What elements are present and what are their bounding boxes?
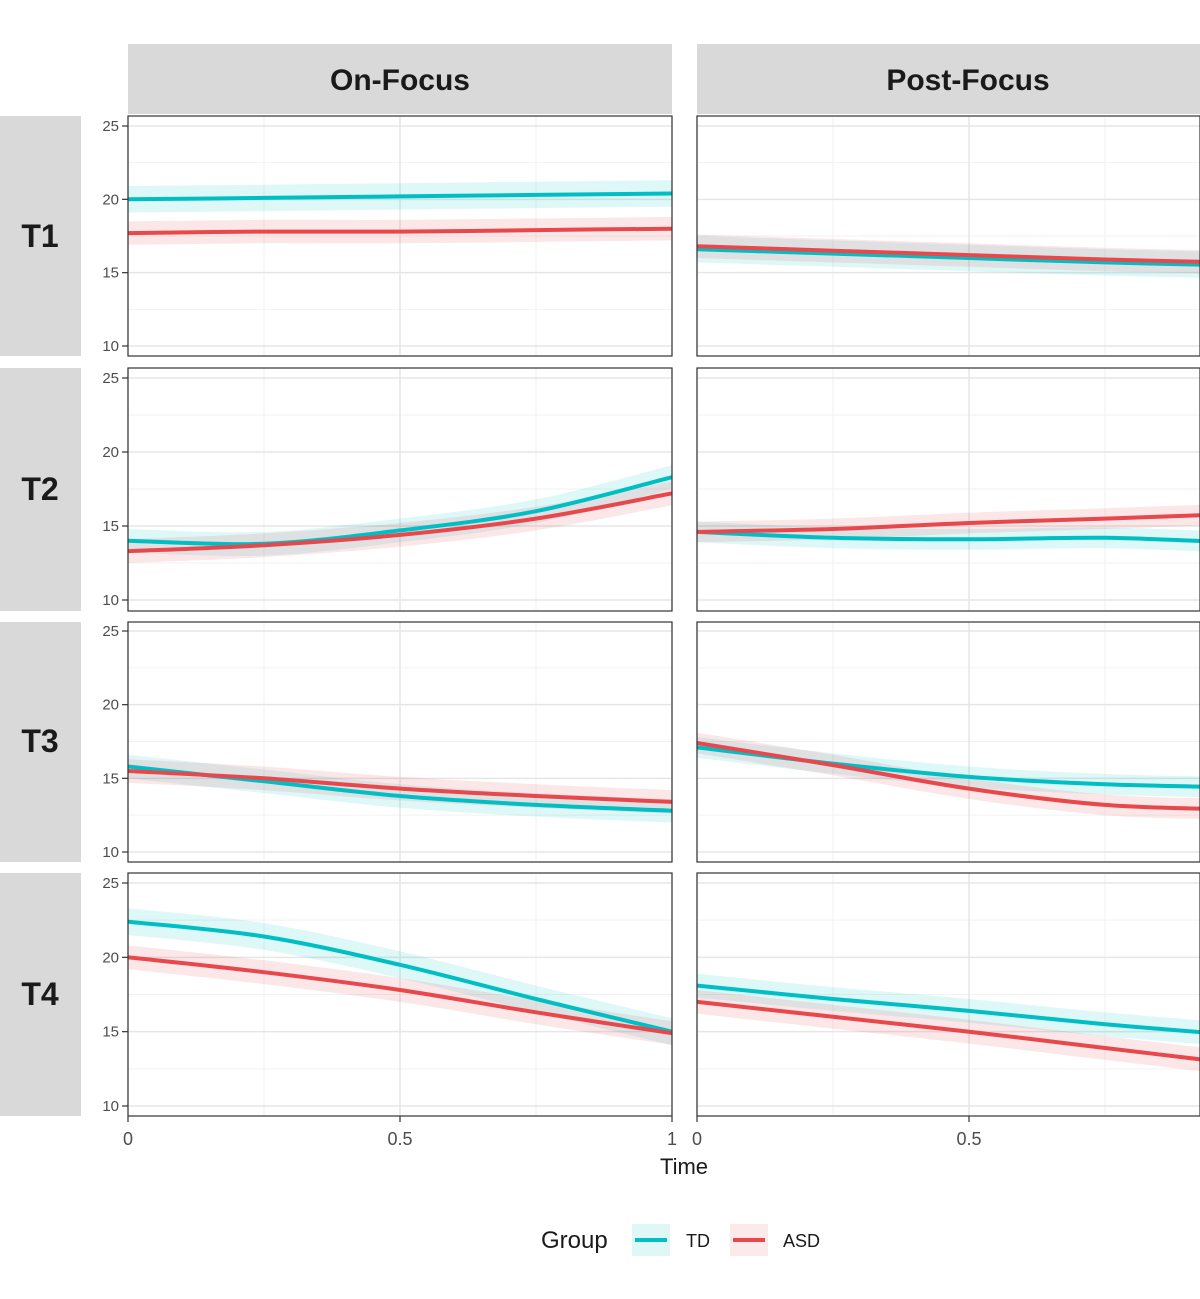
series-line-td — [697, 983, 1200, 1035]
legend-label-td: TD — [686, 1231, 710, 1251]
legend-item-td: TD — [632, 1224, 710, 1256]
panel-post-focus-t3 — [696, 621, 1200, 863]
series-line-asd — [128, 769, 672, 804]
panel-post-focus-t2 — [696, 367, 1200, 612]
legend-label-asd: ASD — [783, 1231, 820, 1251]
x-axis-title: Time — [660, 1154, 708, 1179]
y-tick-label: 15 — [102, 518, 119, 535]
x-tick-label: 1 — [667, 1129, 677, 1149]
series-line-asd — [697, 513, 1200, 534]
panel-post-focus-t4 — [696, 872, 1200, 1122]
confidence-band-asd — [128, 759, 672, 814]
row-strip-label: T1 — [21, 218, 58, 254]
series-line-asd — [697, 999, 1200, 1062]
panel-data — [128, 754, 672, 823]
y-tick-label: 20 — [102, 444, 119, 461]
panel-data — [697, 504, 1200, 552]
series-line-td — [128, 475, 672, 547]
panel-data — [128, 180, 672, 245]
panel-on-focus-t3: 10 15 20 25 — [102, 621, 673, 863]
row-strip-label: T4 — [21, 976, 59, 1012]
col-strip-label: On-Focus — [330, 64, 470, 97]
y-tick-label: 15 — [102, 265, 119, 282]
series-line-asd — [128, 226, 672, 236]
panels-layer: 10 15 20 25 10 15 20 25 10 15 20 25 10 15 20 25 — [102, 115, 1200, 1122]
y-tick-label: 25 — [102, 118, 119, 135]
series-line-asd — [697, 741, 1200, 811]
row-strip-t2: T2 — [0, 368, 81, 611]
y-tick-label: 20 — [102, 191, 119, 208]
x-axis-ticks: 0 0.5 1 0 0.5 — [123, 1129, 982, 1149]
y-tick-label: 10 — [102, 592, 119, 609]
x-tick-label: 0.5 — [387, 1129, 412, 1149]
y-tick-label: 15 — [102, 770, 119, 787]
legend-item-asd: ASD — [730, 1224, 820, 1256]
series-line-asd — [697, 244, 1200, 264]
panel-border — [127, 115, 673, 357]
x-tick-label: 0.5 — [956, 1129, 981, 1149]
panel-on-focus-t4: 10 15 20 25 — [102, 872, 673, 1122]
panel-data — [697, 973, 1200, 1072]
col-strip-post-focus: Post-Focus — [697, 44, 1200, 114]
panel-on-focus-t2: 10 15 20 25 — [102, 367, 673, 612]
series-line-td — [697, 529, 1200, 543]
confidence-band-td — [128, 465, 672, 557]
series-line-td — [128, 919, 672, 1034]
x-tick-label: 0 — [692, 1129, 702, 1149]
panel-border — [696, 367, 1200, 612]
col-strip-on-focus: On-Focus — [128, 44, 672, 114]
y-tick-label: 20 — [102, 949, 119, 966]
panel-post-focus-t1 — [696, 115, 1200, 357]
legend: Group TD ASD — [541, 1224, 820, 1256]
panel-border — [696, 621, 1200, 863]
panel-data — [128, 908, 672, 1045]
row-strip-label: T2 — [21, 471, 58, 507]
row-strip-t3: T3 — [0, 622, 81, 862]
panel-data — [128, 465, 672, 563]
y-tick-label: 10 — [102, 844, 119, 861]
y-tick-label: 25 — [102, 370, 119, 387]
y-tick-label: 10 — [102, 1098, 119, 1115]
row-strip-label: T3 — [21, 723, 58, 759]
panel-data — [697, 234, 1200, 278]
series-line-asd — [128, 491, 672, 554]
series-line-td — [697, 247, 1200, 267]
panel-border — [127, 367, 673, 612]
y-tick-label: 25 — [102, 623, 119, 640]
row-strip-t4: T4 — [0, 873, 81, 1116]
panel-border — [696, 872, 1200, 1117]
x-tick-label: 0 — [123, 1129, 133, 1149]
col-strip-label: Post-Focus — [886, 64, 1049, 97]
series-line-asd — [128, 955, 672, 1036]
y-tick-label: 25 — [102, 875, 119, 892]
legend-title: Group — [541, 1227, 608, 1254]
panel-data — [697, 732, 1200, 819]
series-line-td — [128, 191, 672, 202]
panel-border — [696, 115, 1200, 357]
y-tick-label: 20 — [102, 697, 119, 714]
row-strip-t1: T1 — [0, 116, 81, 356]
panel-border — [127, 621, 673, 863]
y-tick-label: 10 — [102, 338, 119, 355]
panel-on-focus-t1: 10 15 20 25 — [102, 115, 673, 357]
y-tick-label: 15 — [102, 1024, 119, 1041]
